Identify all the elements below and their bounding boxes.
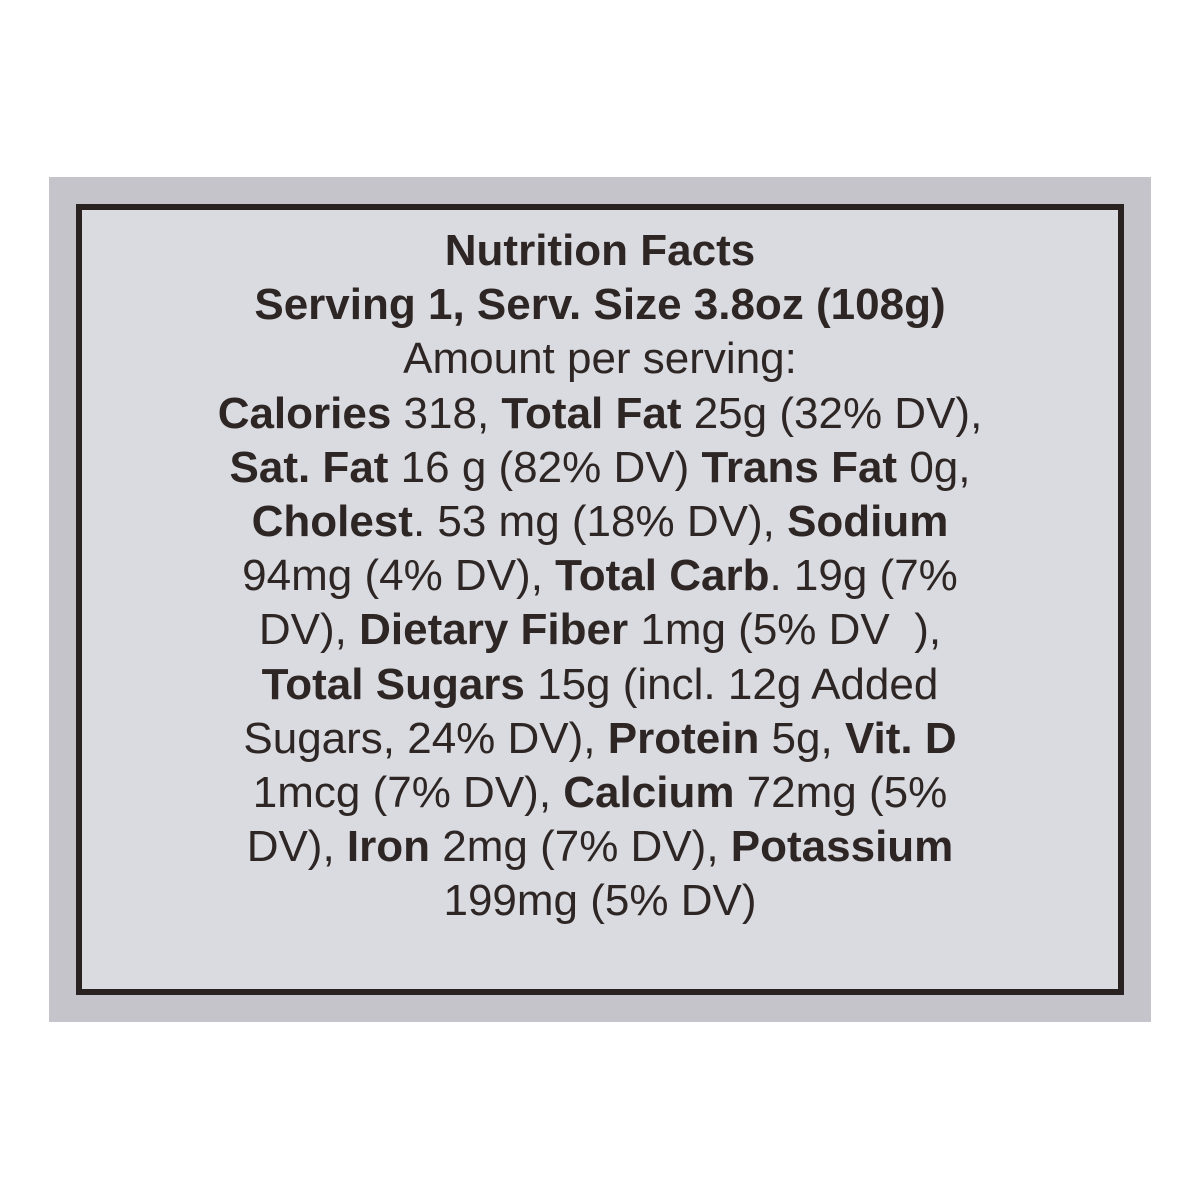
label-line: Total Sugars 15g (incl. 12g Added: [82, 658, 1118, 712]
nutrient-name: Cholest: [251, 497, 413, 547]
nutrient-value: 1mcg (7% DV),: [252, 768, 564, 818]
nutrient-name: Nutrition Facts: [444, 226, 756, 275]
nutrient-value: 0g,: [897, 442, 971, 492]
nutrient-value: 72mg (5%: [734, 768, 948, 818]
label-line: 94mg (4% DV), Total Carb. 19g (7%: [82, 549, 1118, 603]
nutrient-name: Total Sugars: [261, 659, 525, 709]
nutrient-name: Sat. Fat: [229, 442, 389, 492]
nutrient-name: Vit. D: [844, 713, 957, 763]
label-line: 1mcg (7% DV), Calcium 72mg (5%: [82, 766, 1118, 820]
nutrient-value: 15g (incl. 12g Added: [524, 659, 939, 709]
label-line: DV), Dietary Fiber 1mg (5% DV ),: [82, 603, 1118, 657]
nutrient-name: Total Fat: [501, 388, 682, 438]
label-line: Sat. Fat 16 g (82% DV) Trans Fat 0g,: [82, 441, 1118, 495]
nutrient-name: Calories: [217, 388, 392, 438]
label-line: 199mg (5% DV): [82, 874, 1118, 928]
nutrient-value: 1mg (5% DV ),: [628, 605, 942, 655]
label-panel: Nutrition Facts Serving 1, Serv. Size 3.8…: [49, 177, 1151, 1022]
nutrient-value: Amount per serving:: [403, 334, 797, 384]
nutrient-value: 25g (32% DV),: [681, 388, 983, 438]
nutrient-name: Potassium: [730, 822, 954, 872]
nutrient-value: 5g,: [759, 713, 845, 763]
label-line: Amount per serving:: [82, 332, 1118, 386]
nutrient-value: . 53 mg (18% DV),: [412, 497, 788, 547]
nutrient-value: 2mg (7% DV),: [430, 822, 731, 872]
nutrient-name: Dietary Fiber: [359, 605, 629, 655]
nutrient-value: 16 g (82% DV): [388, 442, 702, 492]
nutrient-value: 94mg (4% DV),: [242, 551, 556, 601]
nutrient-name: Total Carb: [555, 551, 770, 601]
label-line: Calories 318, Total Fat 25g (32% DV),: [82, 387, 1118, 441]
nutrition-facts-text: Nutrition Facts Serving 1, Serv. Size 3.8…: [82, 224, 1118, 929]
nutrient-name: Protein: [607, 713, 760, 763]
nutrient-value: Sugars, 24% DV),: [243, 713, 608, 763]
nutrient-value: 199mg (5% DV): [443, 876, 757, 926]
nutrient-value: DV),: [258, 605, 360, 655]
label-title: Nutrition Facts: [82, 224, 1118, 278]
nutrient-name: Calcium: [563, 768, 735, 818]
nutrient-value: . 19g (7%: [769, 551, 958, 601]
nutrient-name: Iron: [346, 822, 431, 872]
label-line: Sugars, 24% DV), Protein 5g, Vit. D: [82, 712, 1118, 766]
label-line: Serving 1, Serv. Size 3.8oz (108g): [82, 278, 1118, 332]
nutrition-facts-box: Nutrition Facts Serving 1, Serv. Size 3.8…: [76, 204, 1124, 995]
nutrient-name: Serving 1, Serv. Size 3.8oz (108g): [254, 280, 946, 330]
nutrient-name: Trans Fat: [701, 442, 898, 492]
nutrient-value: 318,: [391, 388, 502, 438]
label-line: DV), Iron 2mg (7% DV), Potassium: [82, 820, 1118, 874]
nutrient-name: Sodium: [787, 497, 949, 547]
label-line: Cholest. 53 mg (18% DV), Sodium: [82, 495, 1118, 549]
nutrient-value: DV),: [246, 822, 347, 872]
